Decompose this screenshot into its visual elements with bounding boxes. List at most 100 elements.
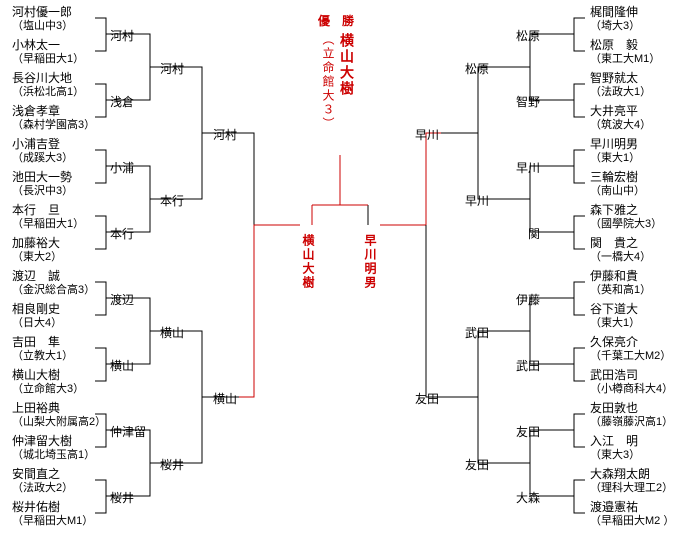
- entrant: 武田浩司（小樽商科大4）: [590, 369, 672, 395]
- winner-label: 松原: [516, 27, 540, 44]
- entrant-name: 横山大樹: [12, 368, 60, 382]
- entrant-name: 梶間隆伸: [590, 5, 638, 19]
- entrant: 本行 旦（早稲田大1）: [12, 204, 94, 230]
- winner-label: 武田: [516, 357, 540, 374]
- entrant: 河村優一郎（塩山中3）: [12, 6, 94, 32]
- entrant-affil: （法政大2）: [12, 482, 94, 495]
- entrant-affil: （城北埼玉高1）: [12, 449, 94, 462]
- winner-label: 早川: [465, 192, 489, 209]
- winner-label: 浅倉: [110, 93, 134, 110]
- entrant-affil: （埼大3）: [590, 20, 672, 33]
- winner-label: 武田: [465, 324, 489, 341]
- entrant: 小林太一（早稲田大1）: [12, 39, 94, 65]
- entrant-name: 大井亮平: [590, 104, 638, 118]
- entrant-name: 小林太一: [12, 38, 60, 52]
- entrant: 池田大一勢（長沢中3）: [12, 171, 94, 197]
- entrant-affil: （法政大1）: [590, 86, 672, 99]
- entrant-affil: （藤嶺藤沢高1）: [590, 416, 672, 429]
- entrant-affil: （早稲田大M2 ）: [590, 515, 672, 528]
- winner-label: 友田: [415, 390, 439, 407]
- entrant: 入江 明（東大3）: [590, 435, 672, 461]
- entrant-affil: （長沢中3）: [12, 185, 94, 198]
- entrant: 友田敦也（藤嶺藤沢高1）: [590, 402, 672, 428]
- entrant: 三輪宏樹（南山中）: [590, 171, 672, 197]
- winner-label: 友田: [516, 423, 540, 440]
- entrant-name: 吉田 隼: [12, 335, 60, 349]
- entrant: 関 貴之（一橋大4）: [590, 237, 672, 263]
- entrant-name: 谷下道大: [590, 302, 638, 316]
- entrant: 渡邉憲祐（早稲田大M2 ）: [590, 501, 672, 527]
- winner-label: 早川: [516, 159, 540, 176]
- entrant-name: 早川明男: [590, 137, 638, 151]
- entrant-affil: （立教大1）: [12, 350, 94, 363]
- entrant: 谷下道大（東大1）: [590, 303, 672, 329]
- entrant: 安間直之（法政大2）: [12, 468, 94, 494]
- entrant-affil: （山梨大附属高2）: [12, 416, 94, 429]
- entrant-name: 河村優一郎: [12, 5, 72, 19]
- entrant-name: 伊藤和貴: [590, 269, 638, 283]
- entrant: 早川明男（東大1）: [590, 138, 672, 164]
- entrant-name: 浅倉孝章: [12, 104, 60, 118]
- entrant-name: 上田裕典: [12, 401, 60, 415]
- winner-label: 本行: [160, 192, 184, 209]
- entrant-name: 関 貴之: [590, 236, 638, 250]
- entrant-affil: （東大2）: [12, 251, 94, 264]
- entrant: 松原 毅（東工大M1）: [590, 39, 672, 65]
- entrant-affil: （南山中）: [590, 185, 672, 198]
- winner-label: 河村: [213, 126, 237, 143]
- entrant-name: 渡邉憲祐: [590, 500, 638, 514]
- entrant-affil: （小樽商科大4）: [590, 383, 672, 396]
- entrant-affil: （森村学園高3）: [12, 119, 94, 132]
- entrant-name: 入江 明: [590, 434, 638, 448]
- entrant-affil: （成蹊大3）: [12, 152, 94, 165]
- entrant-affil: （東大1）: [590, 317, 672, 330]
- entrant-affil: （早稲田大1）: [12, 218, 94, 231]
- entrant: 智野就太（法政大1）: [590, 72, 672, 98]
- entrant-affil: （理科大理工2）: [590, 482, 672, 495]
- entrant-affil: （日大4）: [12, 317, 94, 330]
- entrant-name: 武田浩司: [590, 368, 638, 382]
- winner-label: 大森: [516, 489, 540, 506]
- winner-label: 河村: [110, 27, 134, 44]
- entrant: 梶間隆伸（埼大3）: [590, 6, 672, 32]
- entrant-name: 桜井佑樹: [12, 500, 60, 514]
- entrant: 大森翔太朗（理科大理工2）: [590, 468, 672, 494]
- entrant-name: 友田敦也: [590, 401, 638, 415]
- entrant-affil: （塩山中3）: [12, 20, 94, 33]
- winner-label: 河村: [160, 60, 184, 77]
- entrant: 吉田 隼（立教大1）: [12, 336, 94, 362]
- entrant: 小浦吉登（成蹊大3）: [12, 138, 94, 164]
- entrant-name: 三輪宏樹: [590, 170, 638, 184]
- entrant: 森下雅之（國學院大3）: [590, 204, 672, 230]
- entrant-affil: （浜松北高1）: [12, 86, 94, 99]
- champion-label: 優 勝: [318, 12, 354, 29]
- entrant-name: 智野就太: [590, 71, 638, 85]
- entrant: 浅倉孝章（森村学園高3）: [12, 105, 94, 131]
- bracket: 河村優一郎（塩山中3）小林太一（早稲田大1）長谷川大地（浜松北高1）浅倉孝章（森…: [0, 0, 680, 555]
- entrant-name: 森下雅之: [590, 203, 638, 217]
- winner-label: 早川: [415, 126, 439, 143]
- champion-name-text: 横山大樹: [337, 33, 357, 131]
- winner-label: 仲津留: [110, 423, 146, 440]
- winner-label: 小浦: [110, 159, 134, 176]
- entrant-affil: （千葉工大M2）: [590, 350, 672, 363]
- entrant-affil: （國學院大3）: [590, 218, 672, 231]
- finalist-right: 早川明男: [362, 234, 379, 290]
- winner-label: 桜井: [160, 456, 184, 473]
- winner-label: 本行: [110, 225, 134, 242]
- entrant: 渡辺 誠（金沢総合高3）: [12, 270, 94, 296]
- entrant: 加藤裕大（東大2）: [12, 237, 94, 263]
- entrant: 大井亮平（筑波大4）: [590, 105, 672, 131]
- entrant: 相良剛史（日大4）: [12, 303, 94, 329]
- winner-label: 智野: [516, 93, 540, 110]
- winner-label: 横山: [110, 357, 134, 374]
- entrant-affil: （金沢総合高3）: [12, 284, 94, 297]
- entrant-name: 相良剛史: [12, 302, 60, 316]
- entrant-name: 久保亮介: [590, 335, 638, 349]
- entrant-affil: （筑波大4）: [590, 119, 672, 132]
- entrant-affil: （早稲田大M1）: [12, 515, 94, 528]
- entrant-affil: （東大3）: [590, 449, 672, 462]
- entrant-name: 仲津留大樹: [12, 434, 72, 448]
- winner-label: 友田: [465, 456, 489, 473]
- winner-label: 伊藤: [516, 291, 540, 308]
